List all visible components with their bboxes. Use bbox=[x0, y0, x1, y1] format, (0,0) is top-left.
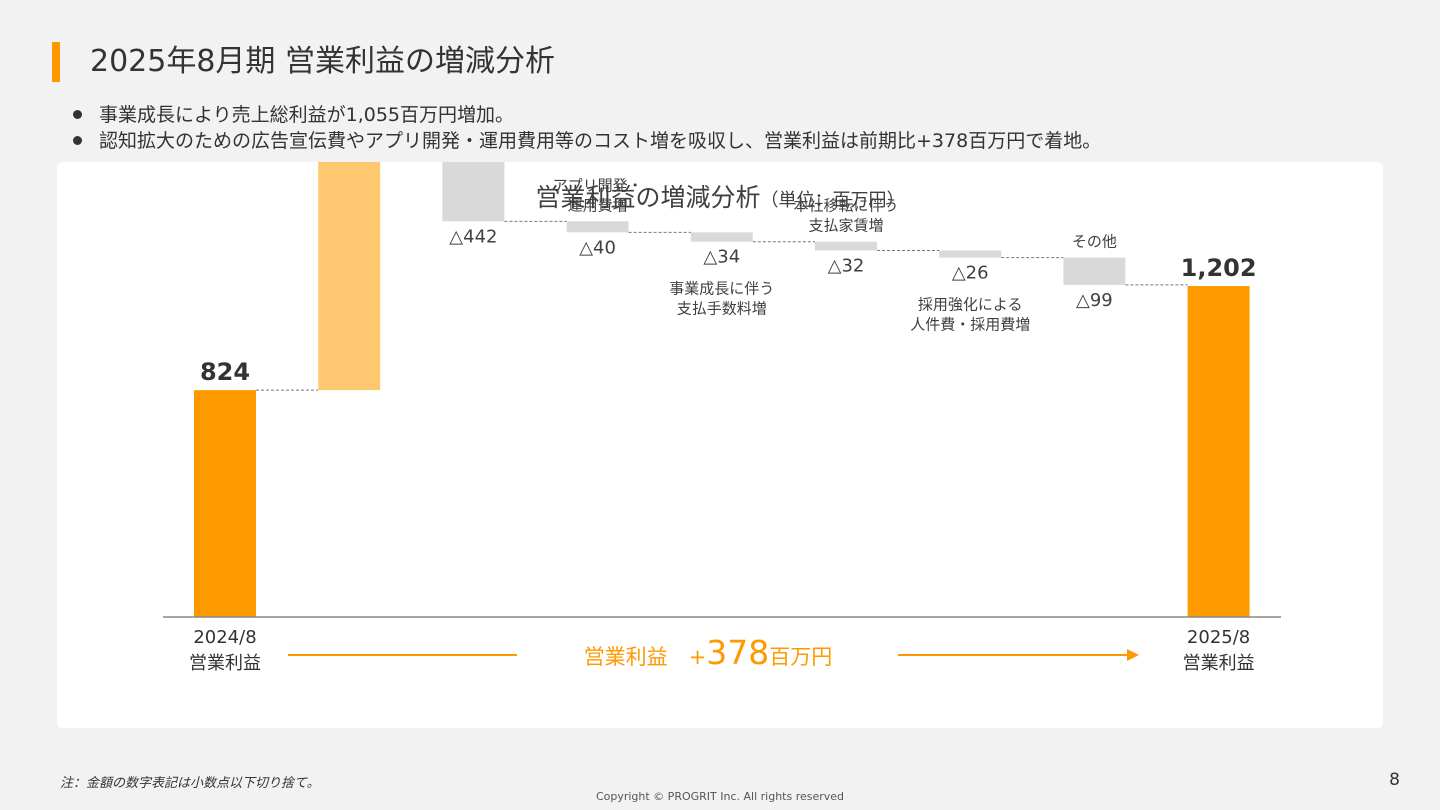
waterfall-bar-2 bbox=[318, 162, 381, 391]
axis-label-1-2: 営業利益 bbox=[189, 653, 261, 674]
step-label-8-1: その他 bbox=[1072, 233, 1117, 251]
waterfall-bar-1 bbox=[194, 390, 256, 617]
step-label-5-1: 事業成長に伴う bbox=[669, 280, 774, 298]
step-label-4-2: 運用費増 bbox=[568, 196, 628, 214]
bullet-item-2: 認知拡大のための広告宣伝費やアプリ開発・運用費用等のコスト増を吸収し、営業利益は… bbox=[72, 128, 1101, 154]
value-label-5: △34 bbox=[703, 247, 740, 268]
waterfall-bar-3 bbox=[442, 162, 505, 222]
waterfall-bar-8 bbox=[1063, 257, 1126, 285]
step-label-4-1: アプリ開発・ bbox=[553, 176, 643, 194]
title-accent-bar bbox=[52, 42, 60, 82]
step-label-5-2: 支払手数料増 bbox=[677, 300, 767, 318]
value-label-4: △40 bbox=[579, 237, 616, 258]
chart-title-unit: （単位：百万円） bbox=[760, 190, 905, 211]
value-label-3: △442 bbox=[449, 226, 497, 247]
summary-label: 営業利益 bbox=[584, 645, 668, 669]
waterfall-bar-9 bbox=[1187, 286, 1250, 617]
chart-panel: 営業利益の増減分析（単位：百万円） 8242024/8営業利益1,055事業成長… bbox=[57, 162, 1383, 728]
page-title: 2025年8月期 営業利益の増減分析 bbox=[90, 44, 555, 79]
value-label-7: △26 bbox=[952, 263, 989, 284]
axis-label-1-1: 2024/8 bbox=[193, 627, 256, 648]
step-label-6-2: 支払家賃増 bbox=[808, 217, 883, 235]
bullet-item-1: 事業成長により売上総利益が1,055百万円増加。 bbox=[72, 102, 1101, 128]
summary-value: 378 bbox=[706, 633, 769, 672]
waterfall-bar-5 bbox=[690, 232, 753, 242]
copyright: Copyright © PROGRIT Inc. All rights rese… bbox=[595, 790, 845, 803]
waterfall-chart: 8242024/8営業利益1,055事業成長による粗利増△442認知拡大のための… bbox=[163, 162, 1281, 674]
footnote: 注：金額の数字表記は小数点以下切り捨て。 bbox=[60, 776, 320, 791]
chart-title-main: 営業利益の増減分析 bbox=[535, 183, 761, 212]
step-label-7-2: 人件費・採用費増 bbox=[910, 316, 1030, 334]
value-label-9: 1,202 bbox=[1181, 254, 1257, 282]
summary-unit: 百万円 bbox=[769, 645, 832, 669]
step-label-7-1: 採用強化による bbox=[918, 296, 1023, 314]
axis-label-9-1: 2025/8 bbox=[1187, 627, 1250, 648]
waterfall-bar-7 bbox=[939, 250, 1002, 258]
summary-text: 営業利益 +378百万円 bbox=[584, 633, 833, 672]
summary-arrow-head bbox=[1127, 649, 1139, 661]
waterfall-bar-4 bbox=[566, 221, 629, 233]
waterfall-bar-6 bbox=[815, 241, 877, 251]
summary-sign: + bbox=[668, 645, 707, 669]
step-label-6-1: 本社移転に伴う bbox=[793, 197, 898, 215]
value-label-1: 824 bbox=[200, 358, 250, 386]
value-label-8: △99 bbox=[1076, 290, 1113, 311]
page-number: 8 bbox=[1389, 770, 1400, 790]
value-label-6: △32 bbox=[828, 256, 865, 277]
axis-label-9-2: 営業利益 bbox=[1183, 653, 1255, 674]
chart-title: 営業利益の増減分析（単位：百万円） bbox=[57, 178, 1383, 214]
bullet-list: 事業成長により売上総利益が1,055百万円増加。 認知拡大のための広告宣伝費やア… bbox=[72, 102, 1101, 154]
